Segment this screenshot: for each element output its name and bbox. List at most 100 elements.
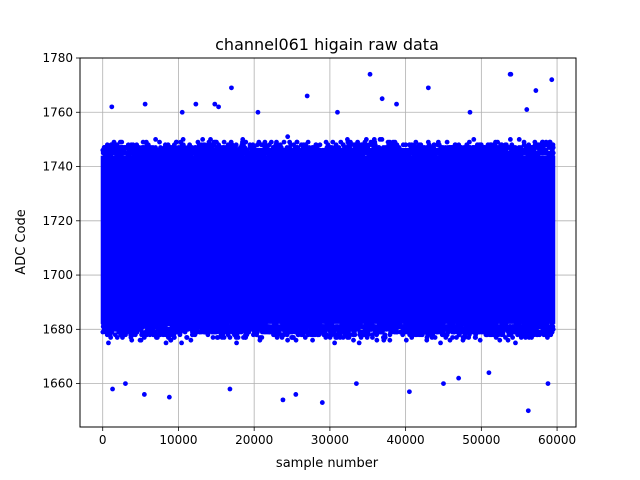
- data-point: [193, 101, 199, 107]
- data-point: [227, 335, 233, 340]
- x-tick-label: 20000: [235, 433, 273, 447]
- data-point: [123, 381, 128, 386]
- data-point: [180, 136, 186, 142]
- data-point: [332, 340, 338, 346]
- data-point: [317, 142, 323, 148]
- data-point: [229, 85, 234, 91]
- data-point: [233, 142, 239, 148]
- data-point: [524, 107, 530, 112]
- data-point: [168, 337, 174, 343]
- data-point: [516, 136, 522, 142]
- data-point: [379, 96, 385, 102]
- data-point: [129, 337, 135, 343]
- y-axis-label: ADC Code: [14, 209, 29, 274]
- data-point: [171, 335, 177, 340]
- x-tick-label: 0: [99, 433, 107, 447]
- y-tick-label: 1720: [42, 214, 73, 228]
- data-point: [174, 139, 180, 145]
- data-point: [221, 335, 227, 340]
- data-point: [545, 381, 551, 386]
- data-point: [319, 400, 325, 405]
- data-point: [305, 139, 311, 145]
- data-point: [441, 381, 446, 386]
- data-point: [525, 408, 531, 414]
- dense-point-cloud: [100, 155, 556, 324]
- data-point: [179, 109, 185, 115]
- data-point: [367, 71, 373, 77]
- data-point: [403, 337, 409, 343]
- data-point: [106, 340, 111, 346]
- data-point: [355, 139, 361, 145]
- data-point: [234, 340, 239, 346]
- data-point: [462, 335, 468, 340]
- data-point: [227, 386, 233, 392]
- chart-title: channel061 higain raw data: [215, 35, 439, 54]
- data-point: [157, 139, 162, 145]
- data-point: [205, 332, 211, 338]
- data-point: [293, 392, 299, 397]
- data-point: [450, 335, 455, 340]
- data-point: [497, 337, 503, 343]
- data-point: [510, 335, 516, 340]
- data-point: [215, 335, 221, 340]
- data-point: [293, 337, 299, 343]
- data-point: [438, 340, 443, 346]
- data-point: [108, 335, 114, 340]
- data-point: [281, 139, 287, 145]
- data-point: [188, 337, 194, 343]
- x-axis-label: sample number: [276, 456, 379, 471]
- data-points: [100, 71, 556, 414]
- data-point: [323, 332, 329, 338]
- x-axis-ticks: 0 10000 20000 30000 40000 50000 60000: [99, 427, 576, 447]
- data-point: [424, 337, 430, 343]
- data-point: [550, 326, 556, 332]
- data-point: [216, 104, 221, 110]
- y-axis-ticks: 1660 1680 1700 1720 1740 1760 1780: [42, 51, 80, 391]
- data-point: [348, 139, 353, 145]
- data-point: [163, 340, 169, 346]
- data-point: [166, 394, 172, 400]
- y-tick-label: 1760: [42, 105, 73, 119]
- data-point: [505, 337, 511, 343]
- data-point: [243, 139, 249, 145]
- data-point: [119, 139, 125, 145]
- y-tick-label: 1700: [42, 268, 73, 282]
- data-point: [138, 337, 144, 343]
- data-point: [425, 85, 431, 91]
- data-point: [431, 142, 437, 148]
- data-point: [110, 386, 115, 392]
- x-tick-label: 10000: [159, 433, 197, 447]
- data-point: [235, 335, 241, 340]
- data-point: [471, 136, 477, 142]
- data-point: [387, 337, 393, 343]
- data-point: [413, 139, 419, 145]
- data-point: [371, 136, 377, 142]
- data-point: [507, 136, 513, 142]
- y-tick-label: 1680: [42, 322, 73, 336]
- data-point: [330, 139, 336, 145]
- data-point: [394, 101, 399, 107]
- x-tick-label: 40000: [387, 433, 425, 447]
- data-point: [382, 335, 388, 340]
- data-point: [179, 340, 184, 346]
- data-point: [533, 88, 539, 93]
- data-point: [353, 381, 359, 386]
- data-point: [550, 145, 556, 150]
- data-point: [259, 335, 265, 340]
- data-point: [280, 397, 286, 403]
- data-point: [407, 389, 412, 395]
- data-point: [374, 337, 380, 343]
- data-point: [274, 335, 280, 340]
- x-tick-label: 50000: [462, 433, 500, 447]
- data-point: [304, 93, 310, 99]
- data-point: [285, 337, 290, 343]
- y-tick-label: 1660: [42, 377, 73, 391]
- data-point: [285, 134, 291, 140]
- data-point: [200, 136, 206, 142]
- data-point: [208, 136, 213, 142]
- data-point: [508, 71, 514, 77]
- data-point: [255, 109, 261, 115]
- data-point: [403, 142, 409, 148]
- data-point: [335, 109, 340, 115]
